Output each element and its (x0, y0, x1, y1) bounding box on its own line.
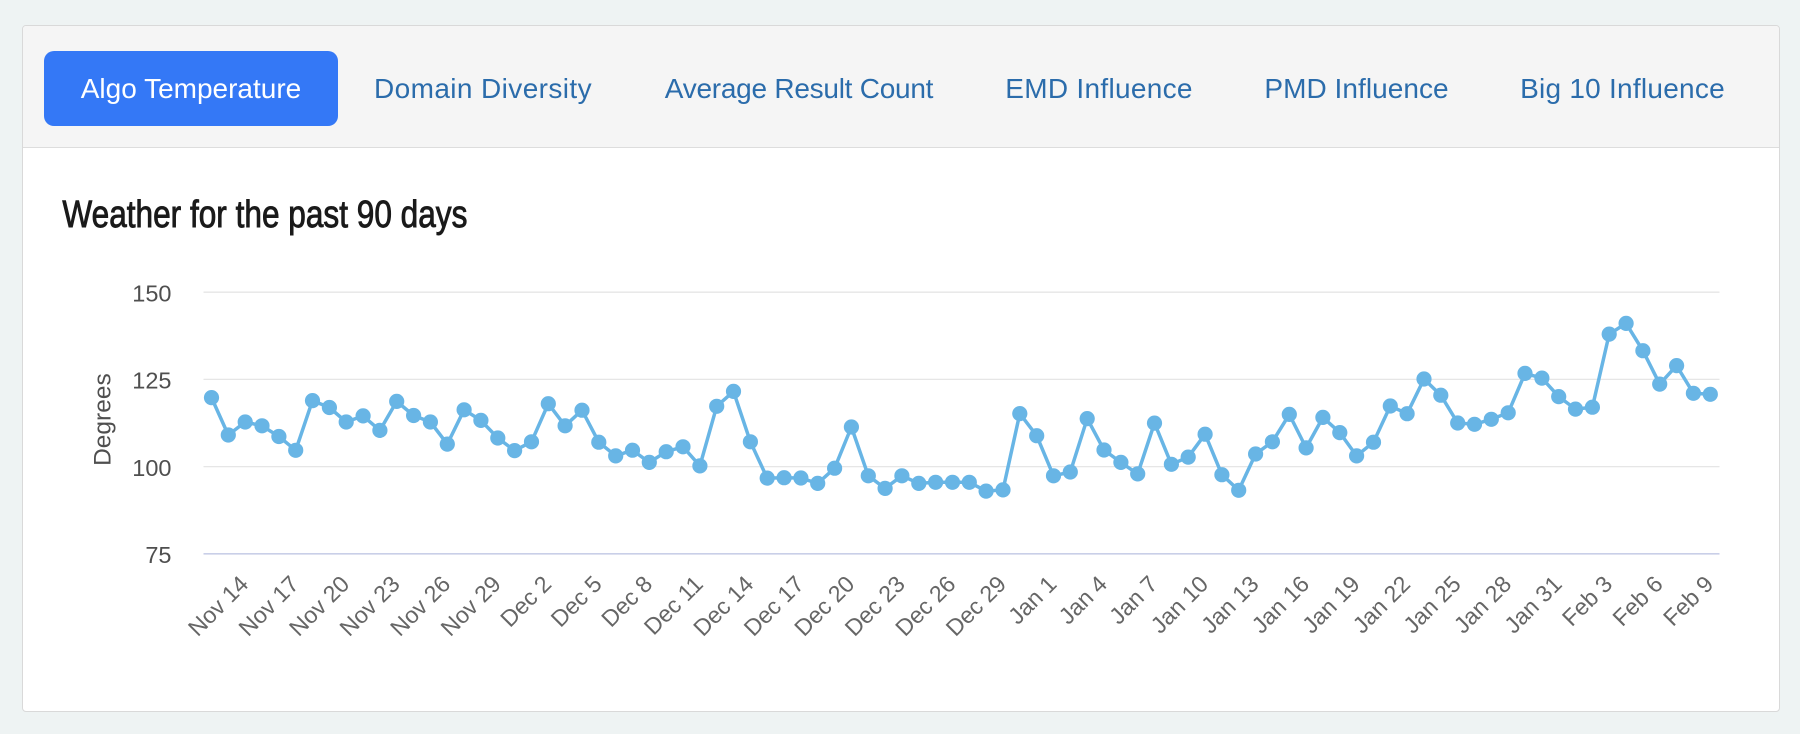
svg-text:Jan 1: Jan 1 (1003, 571, 1062, 630)
svg-text:Dec 2: Dec 2 (495, 571, 556, 632)
svg-text:75: 75 (145, 542, 171, 568)
svg-text:Jan 31: Jan 31 (1499, 571, 1567, 639)
svg-text:Dec 5: Dec 5 (546, 571, 607, 632)
svg-text:150: 150 (132, 281, 171, 307)
svg-text:Weather for the past 90 days: Weather for the past 90 days (62, 194, 467, 236)
svg-text:100: 100 (132, 455, 171, 481)
svg-text:125: 125 (132, 368, 171, 394)
svg-text:Feb 3: Feb 3 (1557, 571, 1617, 631)
svg-text:Feb 6: Feb 6 (1607, 571, 1667, 631)
svg-text:Feb 9: Feb 9 (1658, 571, 1718, 631)
svg-text:Jan 4: Jan 4 (1054, 571, 1113, 630)
svg-text:Degrees: Degrees (90, 373, 117, 466)
